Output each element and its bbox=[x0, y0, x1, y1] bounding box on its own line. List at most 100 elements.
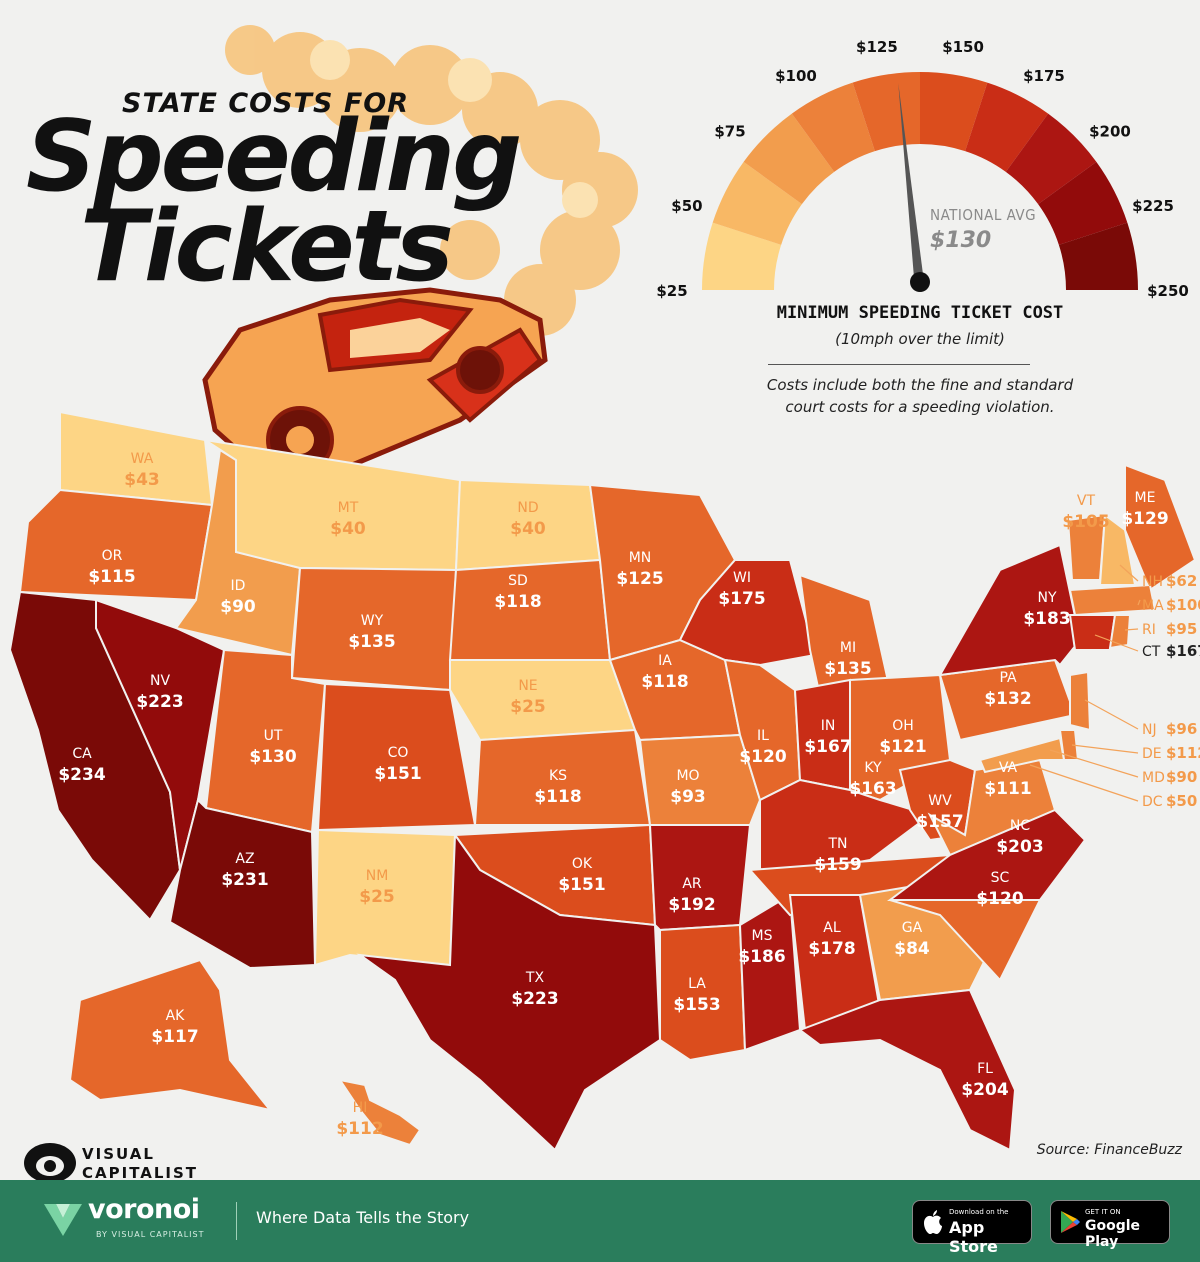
state-code-pa: PA bbox=[999, 670, 1017, 686]
state-code-nv: NV bbox=[150, 673, 170, 689]
national-avg-value: $130 bbox=[930, 228, 992, 253]
legend-note: Costs include both the fine and standard… bbox=[720, 374, 1120, 418]
car-icon bbox=[202, 287, 548, 474]
state-code-nh: NH bbox=[1142, 574, 1163, 590]
state-code-tn: TN bbox=[827, 836, 847, 852]
state-shape-la bbox=[659, 923, 747, 1062]
visual-capitalist-logo-icon bbox=[24, 1143, 76, 1183]
state-code-de: DE bbox=[1142, 746, 1162, 762]
state-shape-wy bbox=[290, 566, 458, 692]
leader-line-de bbox=[1071, 744, 1139, 754]
state-code-ca: CA bbox=[72, 746, 92, 762]
state-shape-fl bbox=[797, 988, 1017, 1152]
state-value-pa: $132 bbox=[984, 689, 1031, 709]
state-code-me: ME bbox=[1135, 490, 1156, 506]
state-value-ca: $234 bbox=[58, 765, 105, 785]
infographic: STATE COSTS FOR Speeding Tickets $25 $50 $… bbox=[8, 25, 1200, 1183]
state-shape-ny bbox=[938, 543, 1082, 677]
state-code-mo: MO bbox=[676, 768, 699, 784]
state-code-ma: MA bbox=[1142, 598, 1164, 614]
state-value-co: $151 bbox=[374, 764, 421, 784]
state-code-la: LA bbox=[688, 976, 706, 992]
state-shape-ms bbox=[738, 893, 802, 1052]
state-code-nj: NJ bbox=[1142, 722, 1157, 738]
state-value-vt: $105 bbox=[1062, 512, 1109, 532]
state-shape-sc bbox=[889, 899, 1042, 982]
gauge-tick-label: $75 bbox=[714, 123, 745, 141]
state-value-md: $90 bbox=[1166, 768, 1197, 786]
leader-line-ct bbox=[1094, 634, 1139, 652]
state-code-az: AZ bbox=[235, 851, 254, 867]
state-value-or: $115 bbox=[88, 567, 135, 587]
state-code-ak: AK bbox=[166, 1008, 186, 1024]
state-value-ne: $25 bbox=[510, 697, 546, 717]
us-map: WA $43 OR $115 CA $234 ID $90 NV $223 MT $40 WY $135 U… bbox=[8, 410, 1200, 1152]
gauge-tick-label: $250 bbox=[1147, 282, 1189, 300]
legend-subtitle: (10mph over the limit) bbox=[835, 330, 1005, 348]
leader-line-ri bbox=[1124, 628, 1139, 631]
state-value-fl: $204 bbox=[961, 1080, 1008, 1100]
vc-line-2: CAPITALIST bbox=[82, 1164, 199, 1182]
state-code-nc: NC bbox=[1010, 818, 1030, 834]
state-code-oh: OH bbox=[892, 718, 914, 734]
state-code-or: OR bbox=[102, 548, 123, 564]
national-avg-label: NATIONAL AVG bbox=[930, 206, 1037, 224]
leader-line-nh bbox=[1119, 564, 1139, 582]
state-value-in: $167 bbox=[804, 737, 851, 757]
gauge-tick-label: $175 bbox=[1023, 67, 1065, 85]
gauge-tick-label: $50 bbox=[671, 197, 702, 215]
visual-capitalist-wordmark: VISUAL CAPITALIST bbox=[82, 1145, 198, 1183]
state-value-mo: $93 bbox=[670, 787, 706, 807]
state-code-ky: KY bbox=[864, 760, 882, 776]
state-code-wv: WV bbox=[928, 793, 952, 809]
state-value-ms: $186 bbox=[738, 947, 785, 967]
leader-line-nj bbox=[1084, 699, 1139, 730]
state-value-ga: $84 bbox=[894, 939, 930, 959]
state-value-wv: $157 bbox=[916, 812, 963, 832]
voronoi-logo-icon bbox=[44, 1204, 82, 1236]
state-value-ut: $130 bbox=[249, 747, 296, 767]
google-play-button[interactable]: GET IT ON Google Play bbox=[1050, 1200, 1170, 1250]
state-code-fl: FL bbox=[977, 1061, 993, 1077]
gauge-tick-label: $125 bbox=[856, 38, 898, 56]
state-code-ut: UT bbox=[264, 728, 283, 744]
state-code-ri: RI bbox=[1142, 622, 1156, 638]
state-shape-ak bbox=[68, 958, 273, 1112]
state-shape-md bbox=[978, 736, 1066, 774]
state-code-wa: WA bbox=[131, 451, 154, 467]
state-code-hi: HI bbox=[353, 1100, 368, 1116]
leader-line-md bbox=[1049, 749, 1139, 778]
state-code-wi: WI bbox=[733, 570, 751, 586]
car-illustration bbox=[202, 25, 638, 474]
state-shape-mo bbox=[638, 733, 762, 826]
state-shape-in bbox=[793, 678, 851, 792]
gauge-tick-label: $150 bbox=[942, 38, 984, 56]
leader-line-dc bbox=[1029, 764, 1139, 802]
state-code-wy: WY bbox=[361, 613, 384, 629]
title-kicker: STATE COSTS FOR bbox=[122, 88, 410, 119]
state-shape-mt bbox=[204, 439, 462, 572]
footer-divider bbox=[236, 1202, 237, 1240]
apple-icon bbox=[924, 1210, 942, 1234]
state-code-md: MD bbox=[1142, 770, 1165, 786]
app-store-label: App Store bbox=[949, 1218, 998, 1256]
app-store-small: Download on the bbox=[949, 1208, 1009, 1216]
legend-note-line-1: Costs include both the fine and standard bbox=[766, 376, 1074, 394]
state-value-al: $178 bbox=[808, 939, 855, 959]
gauge-segment bbox=[791, 82, 875, 172]
legend-note-line-2: court costs for a speeding violation. bbox=[785, 398, 1055, 416]
state-value-sc: $120 bbox=[976, 889, 1023, 909]
app-store-button[interactable]: Download on the App Store bbox=[912, 1200, 1032, 1256]
state-code-ok: OK bbox=[572, 856, 593, 872]
voronoi-brand: voronoi bbox=[88, 1194, 200, 1225]
gauge-tick-label: $200 bbox=[1089, 123, 1131, 141]
state-value-ny: $183 bbox=[1023, 609, 1070, 629]
state-value-tx: $223 bbox=[511, 989, 558, 1009]
state-value-la: $153 bbox=[673, 995, 720, 1015]
state-code-vt: VT bbox=[1077, 493, 1096, 509]
gauge-segment bbox=[743, 113, 835, 205]
google-play-icon bbox=[1061, 1211, 1080, 1233]
state-value-ar: $192 bbox=[668, 895, 715, 915]
state-code-ct: CT bbox=[1142, 644, 1161, 660]
state-value-ok: $151 bbox=[558, 875, 605, 895]
